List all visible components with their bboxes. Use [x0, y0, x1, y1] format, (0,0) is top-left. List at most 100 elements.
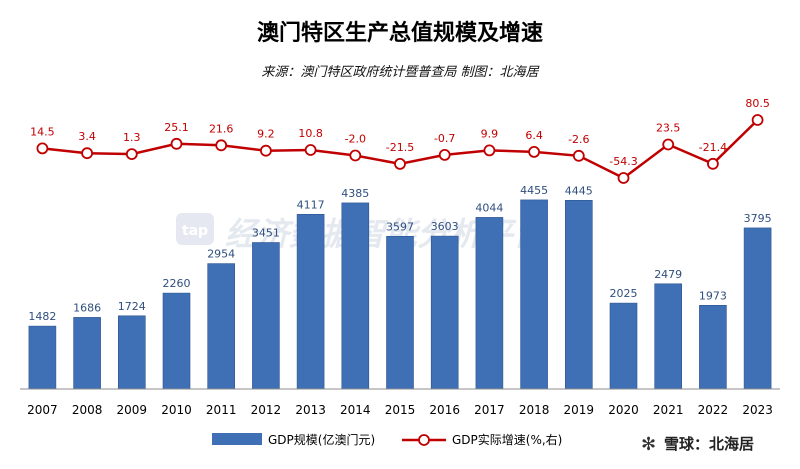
line-point-2012 — [259, 144, 272, 157]
bar-2018 — [520, 199, 548, 390]
bar-2015 — [386, 236, 414, 390]
x-tick-2012: 2012 — [251, 403, 282, 417]
bar-value-labels: 1482 1686 1724 2260 2954 3451 4117 4385 3597 3603… — [28, 184, 771, 323]
bar-2019 — [564, 200, 593, 390]
bar-2023 — [743, 227, 772, 390]
corner-brand: ✻ 雪球：北海居 — [641, 434, 754, 455]
line-value-label: 1.3 — [123, 131, 141, 144]
watermark-logo — [176, 213, 214, 245]
bar-value-label: 2025 — [610, 287, 638, 300]
x-tick-2013: 2013 — [295, 403, 326, 417]
legend-bar-label: GDP规模(亿澳门元) — [268, 432, 375, 447]
bar-value-label: 3597 — [386, 220, 414, 233]
bar-2013 — [296, 214, 325, 390]
bar-value-label: 1973 — [699, 289, 727, 302]
bar-2017 — [475, 217, 504, 390]
legend: GDP规模(亿澳门元) GDP实际增速(%,右) — [212, 432, 562, 447]
line-point-2016 — [438, 148, 451, 161]
line-point-2023 — [751, 114, 764, 126]
line-value-label: -21.4 — [699, 141, 727, 154]
line-value-label: 21.6 — [209, 122, 234, 135]
line-value-label: 9.9 — [481, 127, 499, 140]
bar-value-label: 3451 — [252, 227, 280, 240]
bar-value-label: 1724 — [118, 300, 146, 313]
bar-value-label: 2479 — [654, 268, 682, 281]
line-value-label: 10.8 — [298, 127, 323, 140]
line-point-2011 — [215, 139, 228, 152]
bar-value-label: 4445 — [565, 184, 593, 197]
x-tick-2007: 2007 — [27, 403, 58, 417]
chart-subtitle: 来源：澳门特区政府统计暨普查局 制图：北海居 — [261, 64, 540, 80]
line-value-label: -2.6 — [568, 133, 589, 146]
x-tick-2019: 2019 — [564, 403, 595, 417]
line-point-2021 — [662, 138, 675, 151]
line-point-2019 — [572, 149, 585, 162]
line-point-2010 — [170, 137, 183, 150]
bar-value-label: 3603 — [431, 220, 459, 233]
legend-line-marker — [418, 434, 430, 446]
bar-2012 — [252, 242, 280, 390]
x-tick-2022: 2022 — [698, 403, 729, 417]
x-tick-2016: 2016 — [429, 403, 460, 417]
bar-value-label: 4455 — [520, 184, 548, 197]
line-point-2022 — [707, 157, 719, 170]
line-value-label: 3.4 — [78, 130, 96, 143]
line-value-label: 14.5 — [30, 125, 55, 138]
x-tick-2008: 2008 — [72, 403, 103, 417]
bar-2020 — [609, 302, 638, 390]
legend-line-label: GDP实际增速(%,右) — [452, 432, 562, 447]
bar-value-label: 1686 — [73, 301, 101, 314]
line-value-label: -2.0 — [345, 133, 366, 146]
bar-series — [28, 199, 772, 390]
x-tick-2023: 2023 — [742, 403, 773, 417]
line-value-label: -21.5 — [386, 141, 414, 154]
x-tick-2020: 2020 — [608, 403, 639, 417]
chart-title: 澳门特区生产总值规模及增速 — [257, 20, 543, 46]
bar-value-label: 3795 — [744, 212, 772, 225]
line-value-label: 6.4 — [525, 129, 543, 142]
brand-icon: ✻ — [641, 434, 656, 455]
bar-2021 — [654, 283, 683, 390]
x-tick-2010: 2010 — [161, 403, 192, 417]
line-series — [36, 114, 764, 184]
bar-2011 — [207, 263, 235, 390]
line-point-2009 — [125, 148, 138, 161]
bar-2008 — [73, 317, 101, 390]
line-value-label: 9.2 — [257, 128, 275, 141]
bar-2007 — [28, 325, 57, 390]
line-point-2020 — [617, 172, 630, 184]
line-value-label: -0.7 — [434, 132, 455, 145]
line-point-2008 — [81, 147, 93, 160]
bar-value-label: 2954 — [207, 248, 235, 261]
line-value-labels: 14.5 3.4 1.3 25.1 21.6 9.2 10.8 -2.0 -21.5 -0.7 9.… — [30, 97, 770, 168]
line-point-2007 — [36, 142, 49, 155]
bar-value-label: 1482 — [28, 310, 56, 323]
bar-2022 — [699, 304, 727, 390]
x-tick-2018: 2018 — [519, 403, 550, 417]
bar-2010 — [162, 292, 191, 390]
x-tick-2009: 2009 — [117, 403, 148, 417]
bar-value-label: 4044 — [475, 201, 503, 214]
line-point-2013 — [304, 144, 317, 156]
line-value-label: 80.5 — [745, 97, 770, 110]
bar-value-label: 4385 — [341, 187, 369, 200]
x-tick-2017: 2017 — [474, 403, 505, 417]
bar-2014 — [341, 202, 370, 390]
x-tick-labels: 2007 2008 2009 2010 2011 2012 2013 2014 2015 2016… — [27, 403, 773, 417]
legend-bar-swatch — [212, 433, 262, 445]
watermark-logo-text: tap — [182, 223, 208, 239]
line-value-label: -54.3 — [609, 155, 637, 168]
line-value-label: 23.5 — [656, 122, 681, 135]
x-tick-2021: 2021 — [653, 403, 684, 417]
line-point-2017 — [483, 144, 496, 157]
x-tick-2011: 2011 — [206, 403, 237, 417]
bar-2016 — [430, 235, 459, 390]
line-point-2018 — [528, 145, 540, 158]
line-point-2014 — [349, 149, 362, 162]
brand-text: 雪球：北海居 — [664, 435, 754, 453]
line-point-2015 — [394, 157, 406, 170]
x-tick-2015: 2015 — [385, 403, 416, 417]
bar-2009 — [118, 315, 146, 390]
